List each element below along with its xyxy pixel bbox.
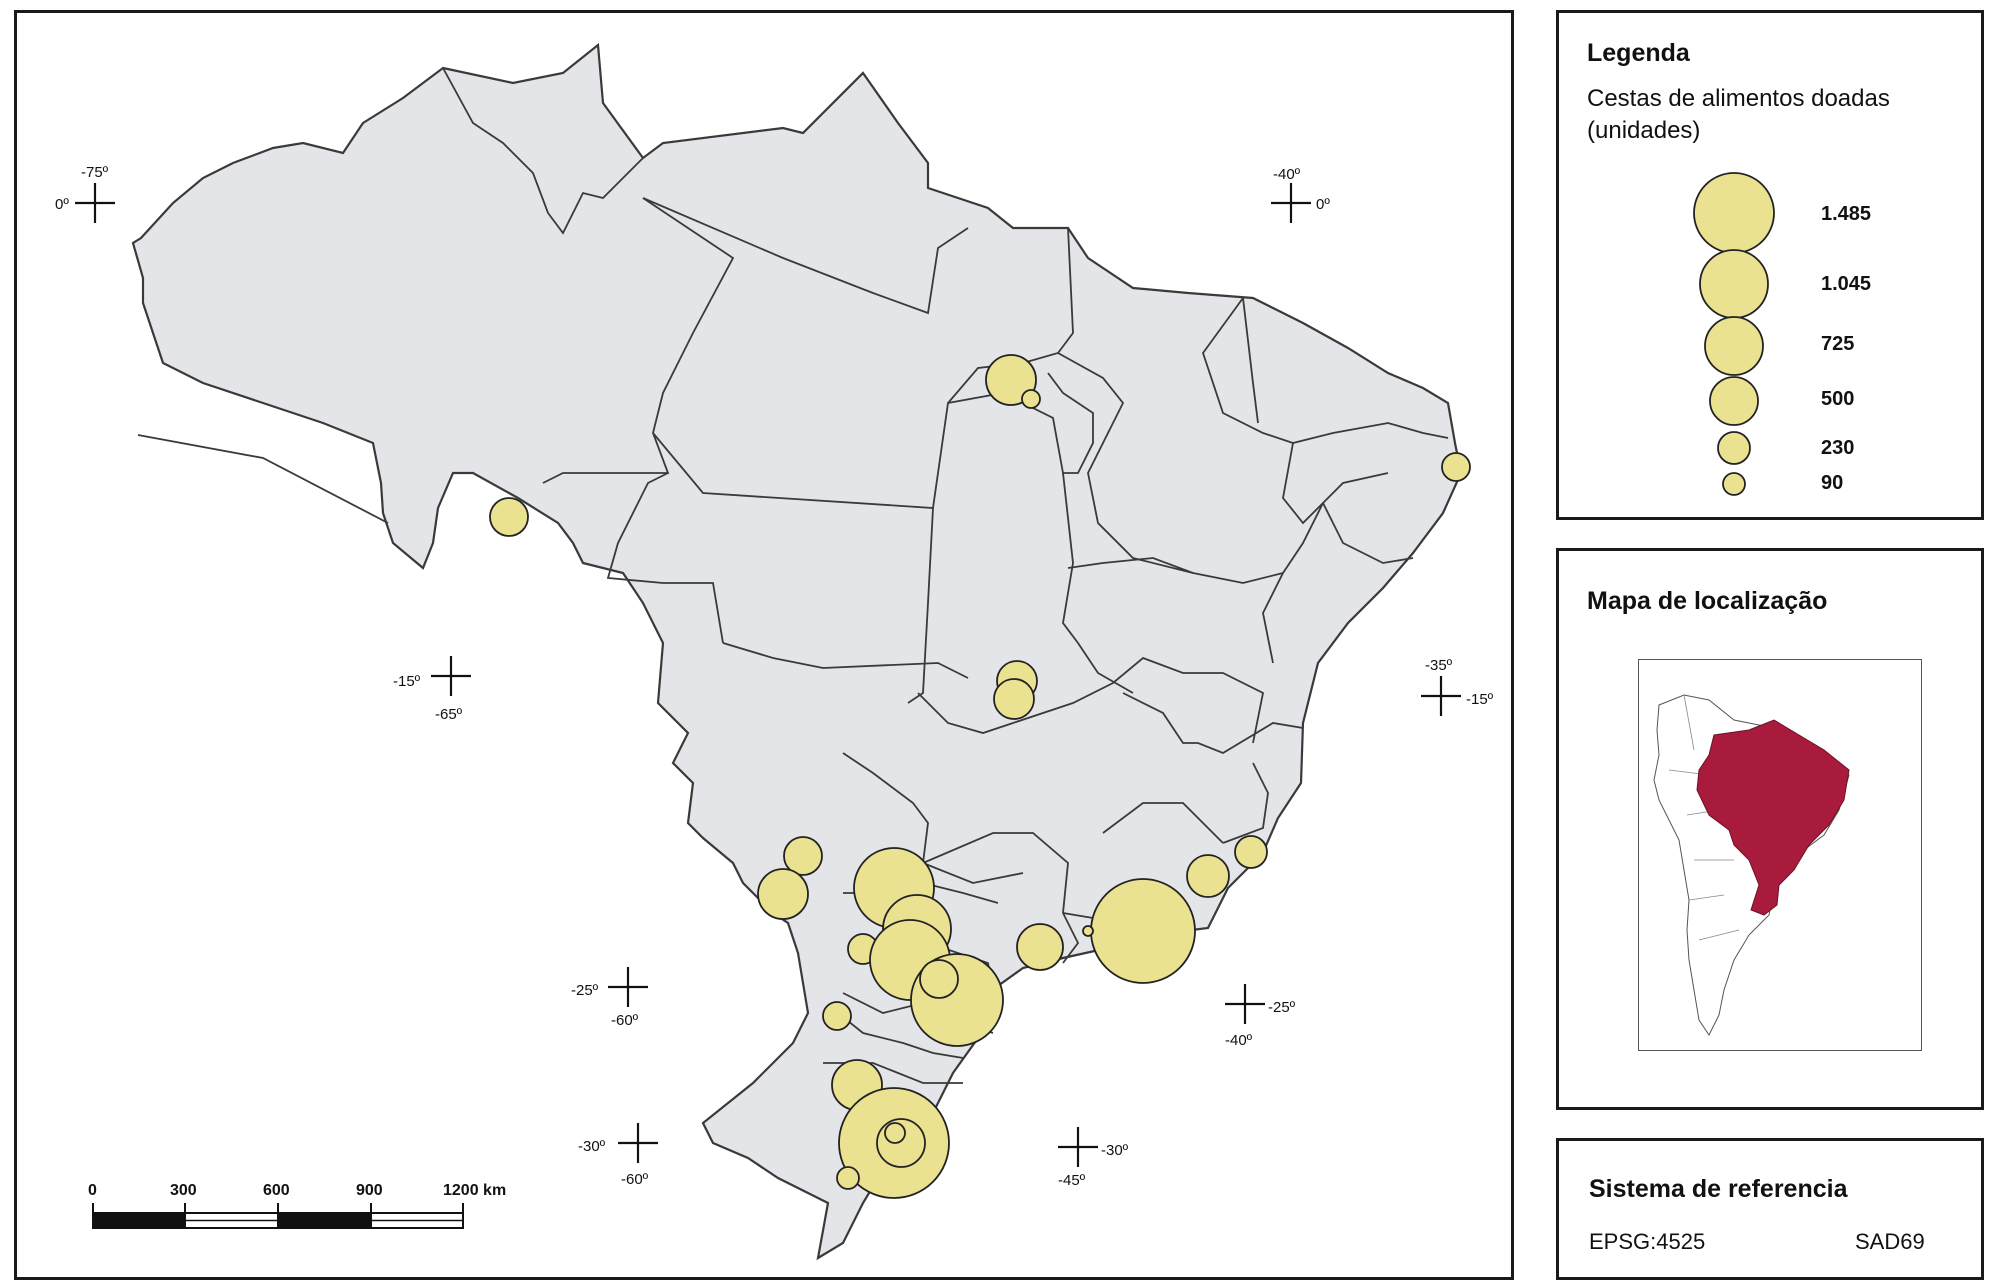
state-borders <box>137 67 1449 1084</box>
datum-name: SAD69 <box>1855 1229 1925 1254</box>
donation-symbol <box>919 959 959 999</box>
legend-panel: Legenda Cestas de alimentos doadas (unid… <box>1556 10 1984 520</box>
graticule-label: -25º <box>571 982 599 999</box>
south-america-locator-map <box>1638 659 1922 1051</box>
donation-symbol <box>1186 854 1230 898</box>
graticule-marks <box>75 183 1461 1167</box>
graticule-label: -15º <box>1466 691 1494 708</box>
brazil-outline <box>131 42 1463 1261</box>
graticule-label: -45º <box>1058 1172 1086 1189</box>
legend-subtitle-units: (unidades) <box>1587 117 1701 144</box>
donation-symbol <box>783 836 823 876</box>
scale-tick-label: 600 <box>263 1182 290 1199</box>
legend-value-label: 230 <box>1821 437 1854 459</box>
graticule-label: -25º <box>1268 999 1296 1016</box>
locator-panel: Mapa de localização <box>1556 548 1984 1110</box>
graticule-label: -15º <box>393 673 421 690</box>
graticule-label: -30º <box>578 1138 606 1155</box>
legend-value-label: 1.485 <box>1821 203 1871 225</box>
donation-symbol <box>1016 923 1064 971</box>
legend-value-label: 500 <box>1821 388 1854 410</box>
donation-symbol <box>836 1166 860 1190</box>
donation-symbol <box>1082 925 1094 937</box>
reference-title: Sistema de referencia <box>1589 1175 1848 1203</box>
brazil-highlight <box>1696 719 1850 916</box>
south-america-interior-borders <box>1668 694 1740 941</box>
donation-symbols <box>489 354 1471 1199</box>
graticule-label: 0º <box>55 196 69 213</box>
donation-symbol <box>822 1001 852 1031</box>
donation-symbol <box>1441 452 1471 482</box>
legend-symbol <box>1717 431 1751 465</box>
graticule-label: -60º <box>621 1171 649 1188</box>
legend-symbol <box>1704 316 1764 376</box>
donation-symbol <box>993 678 1035 720</box>
graticule-label: -40º <box>1225 1032 1253 1049</box>
legend-symbol <box>1699 249 1769 319</box>
donation-symbol <box>489 497 529 537</box>
legend-symbol <box>1693 172 1775 254</box>
main-map-panel: -75º 0º -40º 0º -15º -65º -35º -15º -25º… <box>14 10 1514 1280</box>
scale-tick-label: 900 <box>356 1182 383 1199</box>
donation-symbol <box>1021 389 1041 409</box>
graticule-label: -35º <box>1425 657 1453 674</box>
graticule-labels: -75º 0º -40º 0º -15º -65º -35º -15º -25º… <box>55 164 1494 1189</box>
legend-symbol <box>1709 376 1759 426</box>
graticule-label: -30º <box>1101 1142 1129 1159</box>
epsg-code: EPSG:4525 <box>1589 1229 1706 1254</box>
graticule-label: -75º <box>81 164 109 181</box>
brazil-map: -75º 0º -40º 0º -15º -65º -35º -15º -25º… <box>55 42 1494 1261</box>
reference-system-panel: Sistema de referencia EPSG:4525 SAD69 <box>1556 1138 1984 1280</box>
donation-symbol <box>884 1122 906 1144</box>
donation-symbol <box>1090 878 1196 984</box>
donation-symbol <box>757 868 809 920</box>
legend-subtitle: Cestas de alimentos doadas <box>1587 85 1890 112</box>
scale-tick-label: 1200 km <box>443 1182 506 1199</box>
graticule-label: -65º <box>435 706 463 723</box>
graticule-label: 0º <box>1316 196 1330 213</box>
legend-symbol <box>1722 472 1746 496</box>
legend-value-label: 1.045 <box>1821 273 1871 295</box>
scale-tick-label: 0 <box>88 1182 97 1199</box>
donation-symbol <box>1234 835 1268 869</box>
scale-bar: 0 300 600 900 1200 km <box>88 1182 506 1229</box>
legend-value-label: 90 <box>1821 472 1843 494</box>
legend-title: Legenda <box>1587 39 1690 67</box>
graticule-label: -60º <box>611 1012 639 1029</box>
graticule-label: -40º <box>1273 166 1301 183</box>
locator-title: Mapa de localização <box>1587 587 1828 615</box>
scale-tick-label: 300 <box>170 1182 197 1199</box>
legend-symbols: 1.485 1.045 725 500 230 90 <box>1693 172 1871 496</box>
legend-value-label: 725 <box>1821 333 1854 355</box>
donation-symbol <box>985 354 1037 406</box>
